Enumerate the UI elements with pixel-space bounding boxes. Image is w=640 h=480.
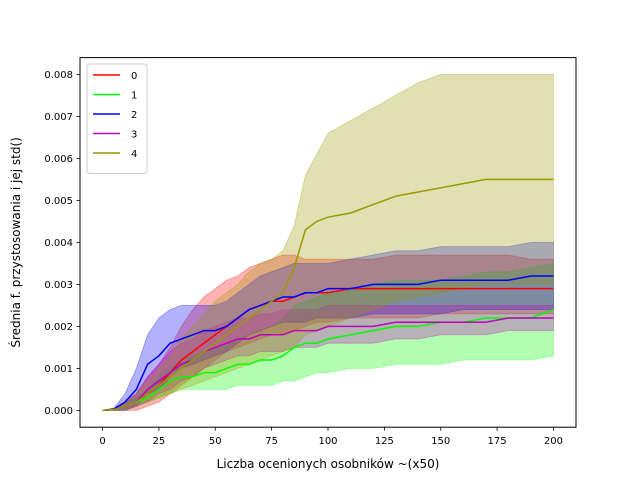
x-axis-label: Liczba ocenionych osobników ~(x50) <box>217 457 440 471</box>
legend-label-series-3: 3 <box>131 130 137 141</box>
legend-label-series-1: 1 <box>131 91 137 102</box>
legend: 0 1 2 3 4 <box>86 63 148 174</box>
x-axis-ticks: 0 25 50 75 100 125 150 175 200 <box>99 427 563 447</box>
x-tick-label: 100 <box>318 436 337 447</box>
mean-line-series-3 <box>102 317 554 412</box>
std-band-series-0 <box>102 254 554 411</box>
y-tick-label: 0.005 <box>44 196 73 207</box>
y-tick-label: 0.001 <box>44 364 73 375</box>
y-axis-label: Średnia f. przystosowania i jej std() <box>8 137 23 347</box>
x-tick-label: 50 <box>209 436 222 447</box>
y-tick-label: 0.003 <box>44 280 73 291</box>
x-tick-label: 200 <box>544 436 563 447</box>
legend-label-series-2: 2 <box>131 110 137 121</box>
legend-label-series-0: 0 <box>131 71 137 82</box>
x-tick-label: 0 <box>99 436 105 447</box>
x-tick-label: 150 <box>431 436 450 447</box>
y-tick-label: 0.002 <box>44 322 73 333</box>
x-tick-label: 25 <box>153 436 166 447</box>
y-tick-label: 0.007 <box>44 112 73 123</box>
x-tick-label: 125 <box>375 436 394 447</box>
mean-lines <box>102 178 554 412</box>
y-tick-label: 0.004 <box>44 238 73 249</box>
x-tick-label: 75 <box>265 436 278 447</box>
y-tick-label: 0.008 <box>44 70 73 81</box>
x-tick-label: 175 <box>488 436 507 447</box>
legend-box <box>86 63 148 174</box>
y-tick-label: 0.006 <box>44 154 73 165</box>
y-tick-label: 0.000 <box>44 406 73 417</box>
legend-label-series-4: 4 <box>131 149 137 160</box>
y-axis-ticks: 0.000 0.001 0.002 0.003 0.004 0.005 0.006 0.007… <box>44 70 80 417</box>
mean-line-series-4 <box>102 178 554 412</box>
